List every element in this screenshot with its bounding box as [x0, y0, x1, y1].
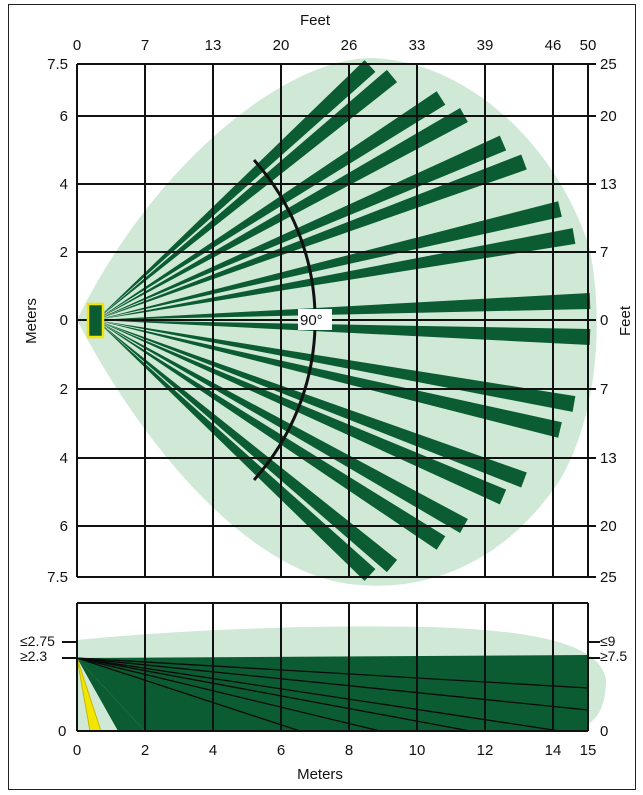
- left-tick-label: 6: [60, 108, 68, 125]
- side-right-label-min: ≥7.5: [600, 648, 627, 664]
- right-tick-label: 20: [600, 108, 617, 125]
- side-beam-divider: [76, 657, 589, 689]
- side-beam-fan: [77, 655, 588, 731]
- bottom-tick-label: 14: [545, 742, 562, 759]
- bottom-tick-label: 2: [141, 742, 149, 759]
- side-left-label-max: ≤2.75: [20, 633, 55, 649]
- detection-beam: [96, 69, 398, 320]
- detection-beam: [96, 320, 591, 345]
- left-tick-label: 7.5: [47, 569, 68, 586]
- detection-beam: [96, 60, 376, 320]
- right-tick-label: 25: [600, 56, 617, 73]
- top-tick-label: 13: [205, 37, 222, 54]
- top-view: 90° Feet Meters Feet 0 7 13 20 26 33 39 46 50 7.…: [23, 12, 634, 586]
- left-tick-label: 0: [60, 312, 68, 329]
- side-right-label-zero: 0: [600, 723, 608, 740]
- top-axis-title: Feet: [300, 12, 331, 29]
- left-tick-label: 6: [60, 518, 68, 535]
- detection-beam: [96, 320, 527, 488]
- top-tick-label: 0: [73, 37, 81, 54]
- right-tick-label: 13: [600, 450, 617, 467]
- bottom-tick-label: 15: [580, 742, 597, 759]
- left-axis-title: Meters: [23, 298, 40, 344]
- left-tick-label: 2: [60, 381, 68, 398]
- right-tick-label: 7: [600, 244, 608, 261]
- side-grid: [62, 602, 600, 732]
- left-tick-label: 4: [60, 450, 68, 467]
- left-tick-label: 7.5: [47, 56, 68, 73]
- sensor-icon: [86, 302, 105, 339]
- detection-beam: [96, 135, 507, 320]
- side-beam-divider: [76, 657, 381, 732]
- top-tick-label: 46: [545, 37, 562, 54]
- side-left-label-min: ≥2.3: [20, 648, 47, 664]
- side-detection-beams: [76, 655, 589, 732]
- angle-label: 90°: [300, 312, 323, 329]
- side-beam-divider: [76, 657, 301, 732]
- left-tick-labels: 7.5 6 4 2 0 2 4 6 7.5: [47, 56, 68, 586]
- detection-beam: [96, 320, 398, 573]
- top-tick-label: 33: [409, 37, 426, 54]
- detection-beam: [96, 320, 446, 550]
- side-beam-divider: [76, 657, 589, 711]
- bottom-tick-label: 6: [277, 742, 285, 759]
- detection-beam: [96, 320, 376, 581]
- diagram-frame: [8, 4, 636, 790]
- top-tick-label: 39: [477, 37, 494, 54]
- top-tick-label: 50: [580, 37, 597, 54]
- right-tick-label: 25: [600, 569, 617, 586]
- top-tick-label: 20: [273, 37, 290, 54]
- top-tick-label: 7: [141, 37, 149, 54]
- bottom-tick-label: 4: [209, 742, 217, 759]
- top-grid: [76, 63, 596, 578]
- right-tick-labels: 25 20 13 7 0 7 13 20 25: [600, 56, 617, 586]
- right-tick-label: 0: [600, 312, 608, 329]
- detection-beam: [96, 293, 591, 320]
- side-beam-mid: [77, 658, 230, 731]
- bottom-tick-label: 8: [345, 742, 353, 759]
- bottom-tick-label: 10: [409, 742, 426, 759]
- left-tick-label: 4: [60, 176, 68, 193]
- side-beam-near: [77, 658, 145, 731]
- top-tick-labels: 0 7 13 20 26 33 39 46 50: [73, 37, 597, 54]
- bottom-axis-title: Meters: [297, 766, 343, 783]
- right-axis-title: Feet: [617, 305, 634, 336]
- right-tick-label: 20: [600, 518, 617, 535]
- detection-beam: [96, 91, 446, 320]
- side-view: 0 2 4 6 8 10 12 14 15 Meters ≤2.75 ≥2.3 0 ≤9 ≥7.…: [20, 602, 627, 783]
- side-beam-divider: [76, 657, 561, 732]
- side-beam-divider: [76, 657, 471, 732]
- right-tick-label: 7: [600, 381, 608, 398]
- side-right-label-max: ≤9: [600, 633, 616, 649]
- detection-beam: [96, 154, 527, 320]
- side-left-label-zero: 0: [58, 723, 66, 740]
- left-tick-label: 2: [60, 244, 68, 261]
- angle-label-bg: [298, 309, 332, 330]
- right-tick-label: 13: [600, 176, 617, 193]
- top-tick-label: 26: [341, 37, 358, 54]
- bottom-tick-label: 12: [477, 742, 494, 759]
- bottom-tick-labels: 0 2 4 6 8 10 12 14 15: [73, 742, 597, 759]
- bottom-tick-label: 0: [73, 742, 81, 759]
